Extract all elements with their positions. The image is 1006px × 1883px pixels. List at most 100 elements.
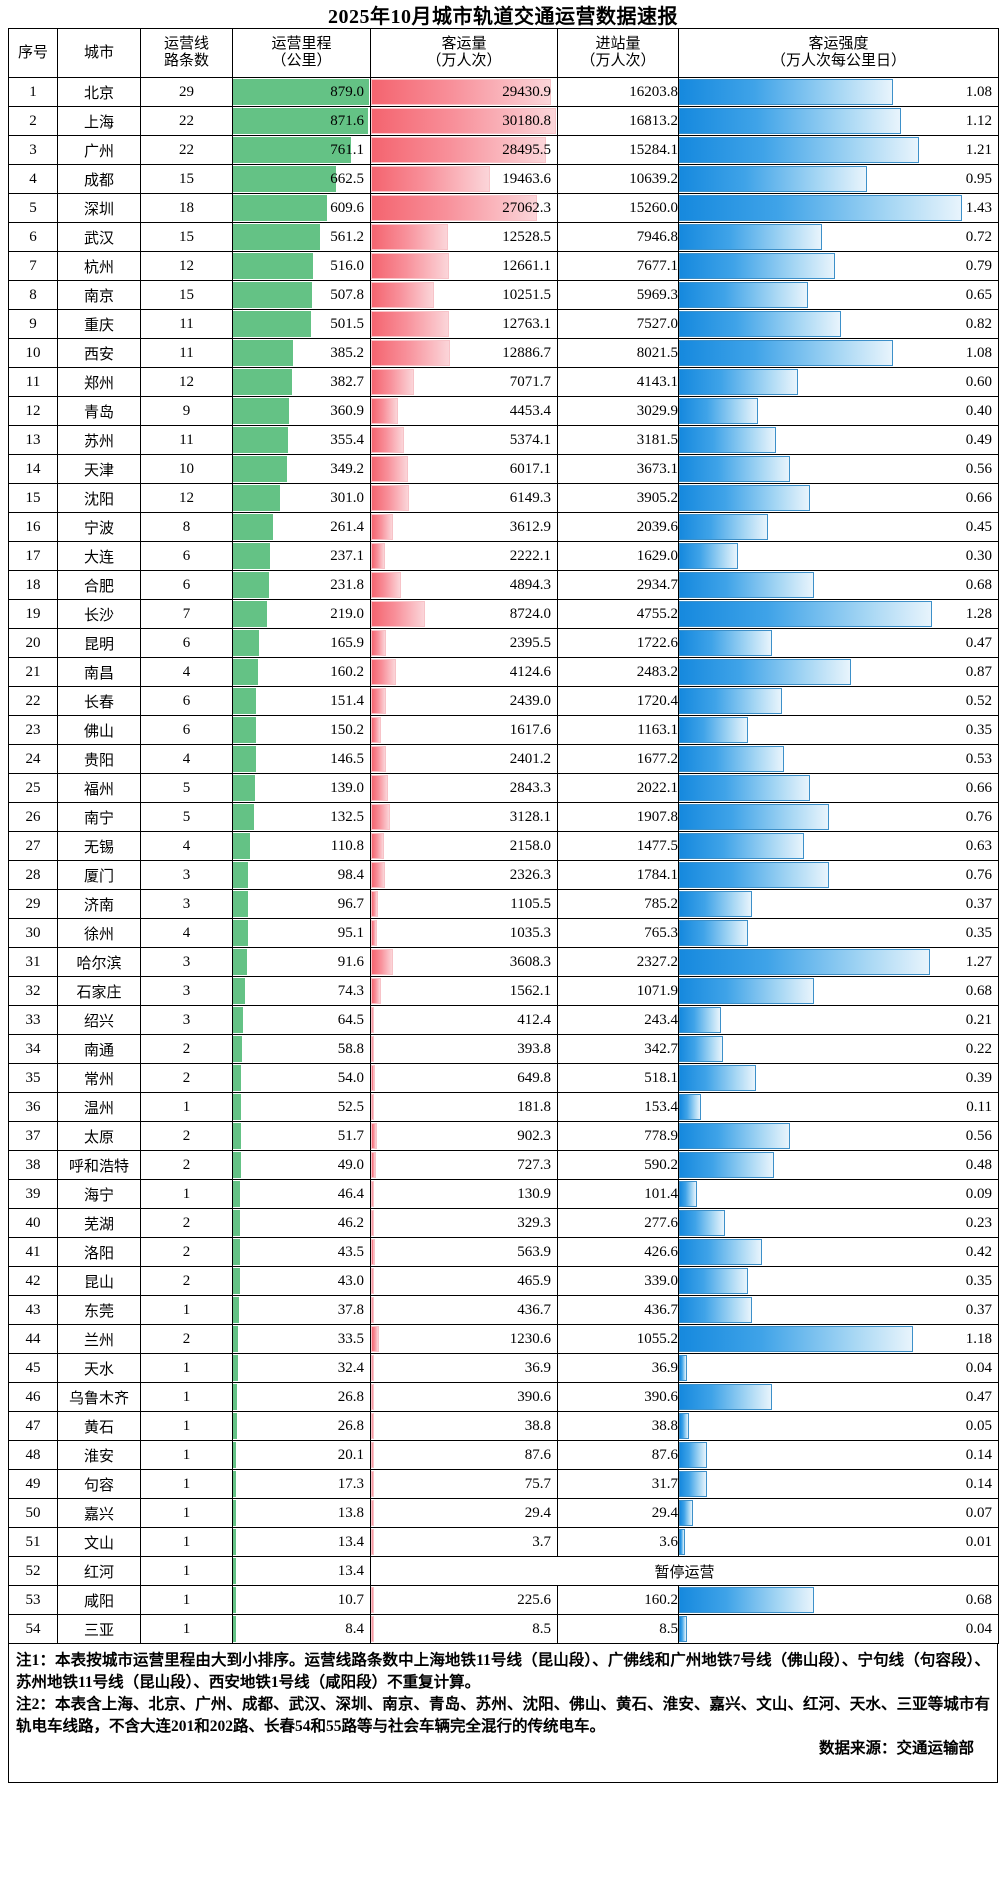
line-count-cell: 1: [140, 1498, 233, 1528]
footnote-2: 注2：本表含上海、北京、广州、成都、武汉、深圳、南京、青岛、苏州、沈阳、佛山、黄…: [16, 1696, 990, 1735]
cell-value: 12661.1: [502, 257, 551, 274]
databar-cell-red: 436.7: [370, 1295, 558, 1325]
table-row: 12 青岛 9 360.9 4453.4 3029.9 0.40: [8, 396, 999, 426]
blue-databar: [679, 804, 830, 830]
red-databar: [371, 1094, 374, 1120]
cell-value: 1035.3: [509, 924, 551, 941]
databar-cell-blue: 1.43: [678, 193, 999, 223]
databar-cell-green: 64.5: [232, 1005, 371, 1035]
column-header-line1: 运营里程: [271, 36, 332, 53]
row-index-cell: 24: [8, 744, 58, 774]
table-row: 25 福州 5 139.0 2843.3 2022.1 0.66: [8, 773, 999, 803]
entry-volume-cell: 38.8: [557, 1411, 679, 1441]
entry-volume-cell: 436.7: [557, 1295, 679, 1325]
table-row: 13 苏州 11 355.4 5374.1 3181.5 0.49: [8, 425, 999, 455]
cell-value: 74.3: [337, 982, 364, 999]
line-count-cell: 2: [140, 1034, 233, 1064]
green-databar: [233, 340, 293, 366]
column-header-line2: 路条数: [163, 53, 209, 69]
line-count-cell: 2: [140, 1266, 233, 1296]
table-row: 17 大连 6 237.1 2222.1 1629.0 0.30: [8, 541, 999, 571]
entry-volume-cell: 1071.9: [557, 976, 679, 1006]
row-index-cell: 1: [8, 77, 58, 107]
city-name-cell: 南昌: [57, 657, 141, 687]
databar-cell-green: 43.5: [232, 1237, 371, 1267]
cell-value: 871.6: [330, 112, 364, 129]
entry-volume-cell: 785.2: [557, 889, 679, 919]
city-name-cell: 天水: [57, 1353, 141, 1383]
row-index-cell: 25: [8, 773, 58, 803]
cell-value: 0.56: [965, 460, 992, 477]
cell-value: 0.35: [965, 721, 992, 738]
red-databar: [371, 1036, 374, 1062]
row-index-cell: 3: [8, 135, 58, 165]
databar-cell-blue: 1.08: [678, 338, 999, 368]
databar-cell-green: 52.5: [232, 1092, 371, 1122]
table-row: 4 成都 15 662.5 19463.6 10639.2 0.95: [8, 164, 999, 194]
blue-databar: [679, 1007, 721, 1033]
databar-cell-green: 662.5: [232, 164, 371, 194]
city-name-cell: 徐州: [57, 918, 141, 948]
city-name-cell: 南通: [57, 1034, 141, 1064]
cell-value: 96.7: [337, 895, 364, 912]
databar-cell-green: 20.1: [232, 1440, 371, 1470]
cell-value: 4124.6: [509, 663, 551, 680]
red-databar: [371, 543, 385, 569]
databar-cell-blue: 0.76: [678, 802, 999, 832]
line-count-cell: 7: [140, 599, 233, 629]
row-index-cell: 50: [8, 1498, 58, 1528]
databar-cell-green: 382.7: [232, 367, 371, 397]
line-count-cell: 1: [140, 1382, 233, 1412]
cell-value: 0.49: [965, 431, 992, 448]
cell-value: 1.18: [965, 1330, 992, 1347]
green-databar: [233, 862, 249, 888]
databar-cell-blue: 0.49: [678, 425, 999, 455]
red-databar: [371, 1471, 374, 1497]
blue-databar: [679, 1297, 753, 1323]
cell-value: 507.8: [330, 286, 364, 303]
entry-volume-cell: 390.6: [557, 1382, 679, 1412]
cell-value: 360.9: [330, 402, 364, 419]
blue-databar: [679, 1210, 725, 1236]
entry-volume-cell: 3181.5: [557, 425, 679, 455]
line-count-cell: 1: [140, 1411, 233, 1441]
city-name-cell: 佛山: [57, 715, 141, 745]
table-row: 48 淮安 1 20.1 87.6 87.6 0.14: [8, 1440, 999, 1470]
blue-databar: [679, 659, 852, 685]
entry-volume-cell: 7946.8: [557, 222, 679, 252]
data-source: 数据来源：交通运输部: [818, 1740, 974, 1757]
city-name-cell: 长春: [57, 686, 141, 716]
table-row: 31 哈尔滨 3 91.6 3608.3 2327.2 1.27: [8, 947, 999, 977]
column-header-line1: 进站量: [595, 36, 641, 53]
cell-value: 10.7: [337, 1591, 364, 1608]
cell-value: 43.0: [337, 1272, 364, 1289]
cell-value: 0.39: [965, 1069, 992, 1086]
cell-value: 0.60: [965, 373, 992, 390]
row-index-cell: 6: [8, 222, 58, 252]
table-row: 30 徐州 4 95.1 1035.3 765.3 0.35: [8, 918, 999, 948]
databar-cell-red: 563.9: [370, 1237, 558, 1267]
red-databar: [371, 920, 378, 946]
databar-cell-blue: 0.53: [678, 744, 999, 774]
cell-value: 349.2: [330, 460, 364, 477]
databar-cell-blue: 0.47: [678, 628, 999, 658]
databar-cell-green: 871.6: [232, 106, 371, 136]
green-databar: [233, 1384, 238, 1410]
line-count-cell: 22: [140, 135, 233, 165]
table-row: 49 句容 1 17.3 75.7 31.7 0.14: [8, 1469, 999, 1499]
databar-cell-blue: 0.68: [678, 570, 999, 600]
city-name-cell: 常州: [57, 1063, 141, 1093]
red-databar: [371, 1326, 379, 1352]
red-databar: [371, 688, 386, 714]
cell-value: 563.9: [517, 1243, 551, 1260]
city-name-cell: 昆明: [57, 628, 141, 658]
blue-databar: [679, 601, 933, 627]
cell-value: 516.0: [330, 257, 364, 274]
red-databar: [371, 1413, 374, 1439]
row-index-cell: 32: [8, 976, 58, 1006]
line-count-cell: 4: [140, 831, 233, 861]
column-header-line2: （公里）: [271, 53, 332, 69]
cell-value: 0.09: [965, 1185, 992, 1202]
column-header-line1: 客运量: [441, 36, 487, 53]
blue-databar: [679, 1529, 685, 1555]
